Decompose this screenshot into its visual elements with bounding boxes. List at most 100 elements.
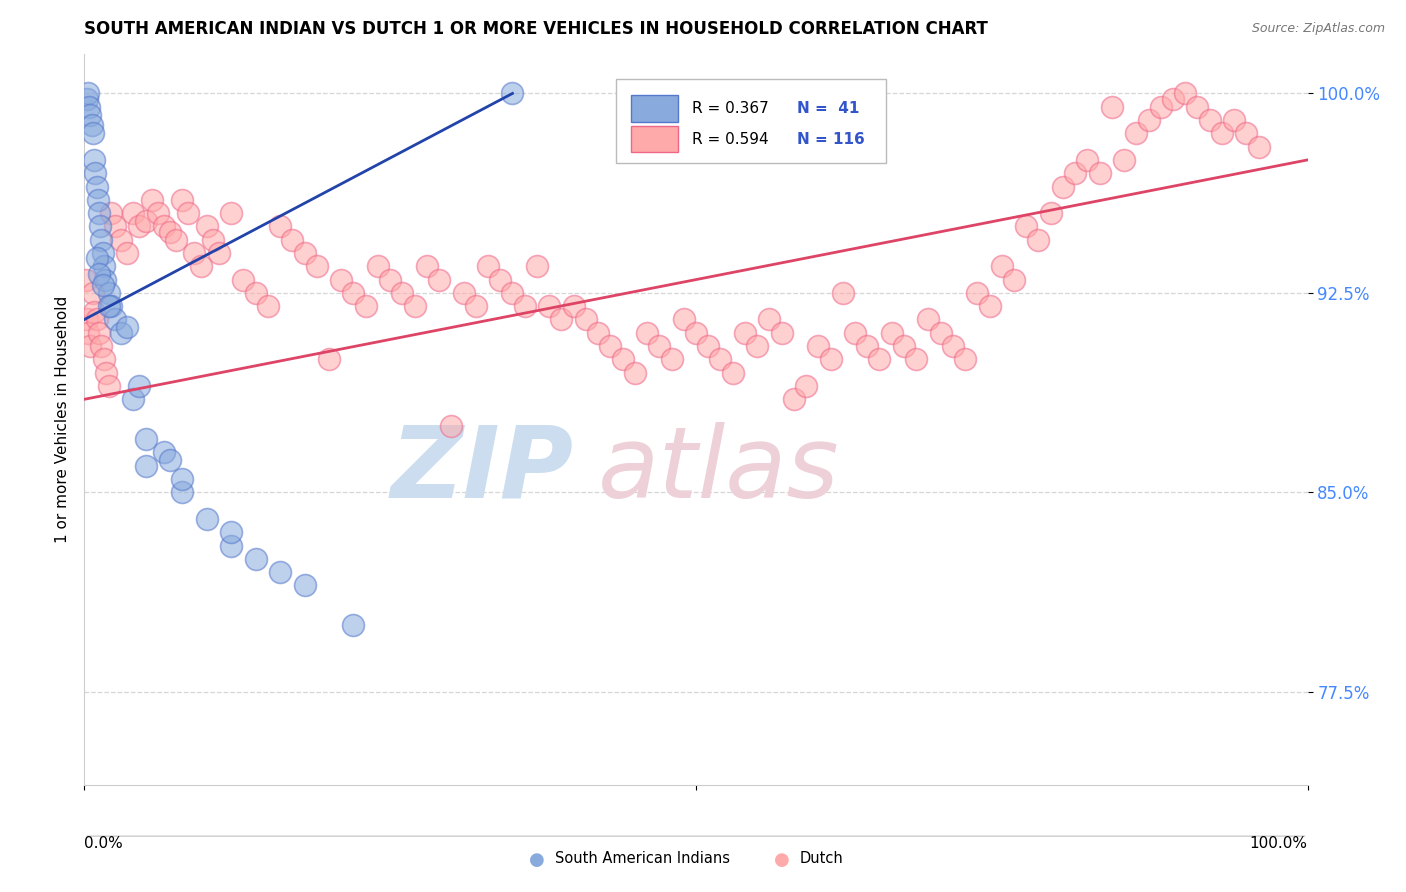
Point xyxy=(1076,153,1098,167)
Point xyxy=(146,206,169,220)
Point xyxy=(245,285,267,300)
Point xyxy=(648,339,671,353)
Point xyxy=(183,246,205,260)
Point xyxy=(342,285,364,300)
Point xyxy=(172,472,194,486)
Point xyxy=(86,312,108,326)
Point xyxy=(122,392,145,407)
Point xyxy=(195,512,218,526)
Point xyxy=(477,260,499,274)
Point xyxy=(831,285,853,300)
Point xyxy=(869,352,891,367)
Text: South American Indians: South American Indians xyxy=(555,851,730,866)
Point xyxy=(844,326,866,340)
Point xyxy=(89,219,111,234)
Point xyxy=(93,352,115,367)
Point xyxy=(380,272,402,286)
Point xyxy=(721,366,744,380)
Point xyxy=(122,206,145,220)
Point xyxy=(190,260,212,274)
Point xyxy=(82,126,104,140)
Point xyxy=(159,453,181,467)
Point xyxy=(87,326,110,340)
Point xyxy=(1161,92,1184,106)
Text: SOUTH AMERICAN INDIAN VS DUTCH 1 OR MORE VEHICLES IN HOUSEHOLD CORRELATION CHART: SOUTH AMERICAN INDIAN VS DUTCH 1 OR MORE… xyxy=(84,21,988,38)
Point xyxy=(257,299,280,313)
Text: 100.0%: 100.0% xyxy=(1250,836,1308,851)
Point xyxy=(794,379,817,393)
Point xyxy=(636,326,658,340)
Point xyxy=(153,445,176,459)
Point xyxy=(94,272,117,286)
Point xyxy=(697,339,720,353)
Point xyxy=(1064,166,1087,180)
Point xyxy=(165,233,187,247)
Text: ●: ● xyxy=(529,851,546,869)
Point xyxy=(1174,87,1197,101)
Text: N = 116: N = 116 xyxy=(797,132,865,147)
Point xyxy=(1125,126,1147,140)
Point xyxy=(100,299,122,313)
Point xyxy=(1028,233,1050,247)
Point xyxy=(770,326,793,340)
Point xyxy=(104,312,127,326)
Point xyxy=(685,326,707,340)
Point xyxy=(172,193,194,207)
Point xyxy=(966,285,988,300)
Point xyxy=(575,312,598,326)
Point xyxy=(97,285,120,300)
Point xyxy=(219,539,242,553)
Point xyxy=(979,299,1001,313)
Point xyxy=(79,339,101,353)
Text: Dutch: Dutch xyxy=(800,851,844,866)
Text: R = 0.594: R = 0.594 xyxy=(692,132,769,147)
Point xyxy=(1223,113,1246,128)
FancyBboxPatch shape xyxy=(616,79,886,163)
Point xyxy=(905,352,928,367)
Point xyxy=(1211,126,1233,140)
Point xyxy=(440,418,463,433)
Point xyxy=(87,193,110,207)
Point xyxy=(128,219,150,234)
Point xyxy=(269,219,291,234)
Point xyxy=(513,299,536,313)
Point xyxy=(219,206,242,220)
Point xyxy=(624,366,647,380)
Point xyxy=(1088,166,1111,180)
Point xyxy=(807,339,830,353)
Point xyxy=(453,285,475,300)
Point xyxy=(135,458,157,473)
Point xyxy=(90,233,112,247)
Text: atlas: atlas xyxy=(598,422,839,519)
Point xyxy=(1187,100,1209,114)
Point xyxy=(77,87,100,101)
Point xyxy=(367,260,389,274)
Point xyxy=(93,260,115,274)
Point xyxy=(758,312,780,326)
Point xyxy=(76,312,98,326)
Point xyxy=(464,299,486,313)
Point xyxy=(562,299,585,313)
Point xyxy=(942,339,965,353)
Point xyxy=(917,312,939,326)
Point xyxy=(75,272,97,286)
FancyBboxPatch shape xyxy=(631,126,678,153)
Point xyxy=(1137,113,1160,128)
Point xyxy=(153,219,176,234)
Point xyxy=(201,233,224,247)
Point xyxy=(856,339,879,353)
Point xyxy=(96,366,118,380)
Point xyxy=(77,100,100,114)
Point xyxy=(172,485,194,500)
Point xyxy=(1101,100,1123,114)
Point xyxy=(219,525,242,540)
Point xyxy=(1052,179,1074,194)
Text: ●: ● xyxy=(773,851,790,869)
Point xyxy=(550,312,572,326)
Point xyxy=(159,225,181,239)
Point xyxy=(747,339,769,353)
Point xyxy=(232,272,254,286)
Point xyxy=(783,392,806,407)
Point xyxy=(1150,100,1173,114)
Point xyxy=(586,326,609,340)
